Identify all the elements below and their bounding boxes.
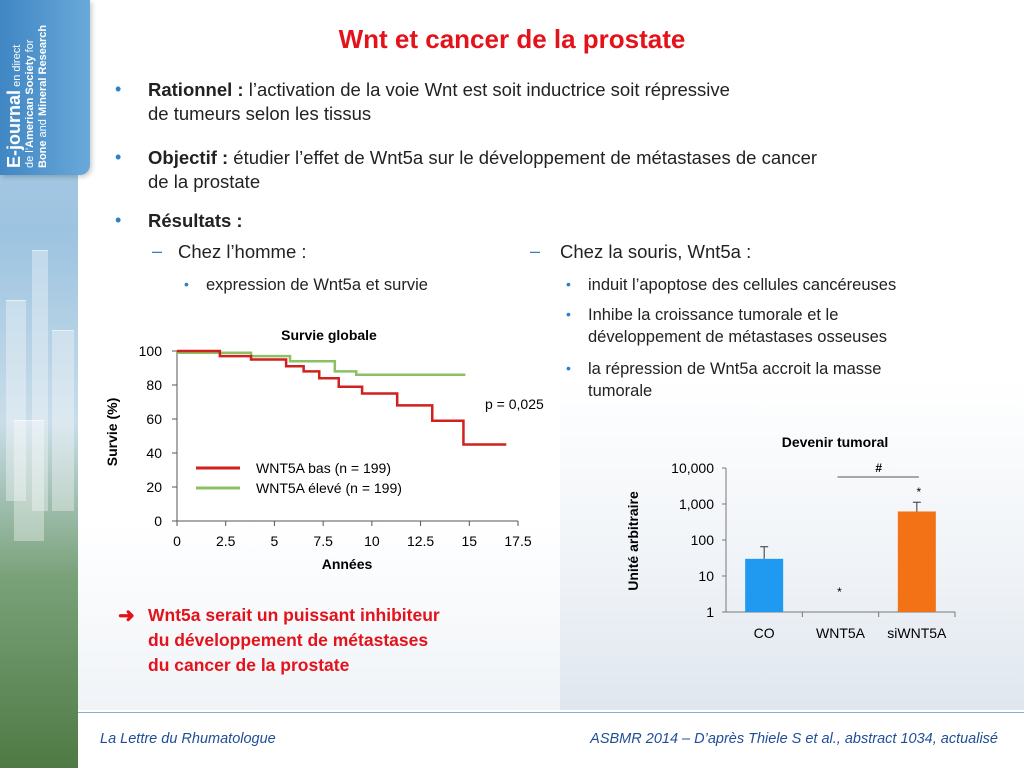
y-tick-label: 100 (691, 532, 715, 548)
rationnel-label: Rationnel : (148, 79, 244, 100)
footer-journal: La Lettre du Rhumatologue (100, 731, 276, 747)
y-tick-label: 40 (146, 445, 162, 461)
logo-de: de l’ (24, 147, 36, 168)
survival-chart: Survie globale Survie (%) Années 0 20 40 60… (104, 327, 544, 572)
bracket-marker: # (875, 461, 882, 475)
slide-title: Wnt et cancer de la prostate (338, 24, 686, 54)
tumor-bar-chart: Devenir tumoral Unité arbitraire 1 10 100 1… (625, 434, 956, 641)
souris-item-repression: la répression de Wnt5a accroit la masse … (588, 358, 881, 402)
category-label: siWNT5A (887, 625, 947, 641)
footer-source: ASBMR 2014 – D’après Thiele S et al., ab… (590, 731, 998, 747)
p-value-annotation: p = 0,025 (485, 396, 544, 412)
x-tick-label: 5 (271, 533, 279, 549)
conclusion-line: du développement de métastases (148, 630, 429, 650)
subbullet-dot-icon: • (566, 360, 571, 376)
souris-item-apoptose: induit l’apoptose des cellules cancéreus… (588, 274, 896, 296)
y-axis-label: Survie (%) (104, 398, 120, 466)
resultats-label: Résultats : (148, 210, 243, 231)
legend-label: WNT5A élevé (n = 199) (256, 480, 402, 496)
chart-title: Devenir tumoral (782, 434, 889, 450)
bullet-dot-icon: • (115, 210, 122, 230)
subbullet-dot-icon: • (566, 276, 571, 292)
bullet-resultats: Résultats : (148, 209, 243, 233)
x-tick-label: 12.5 (407, 533, 434, 549)
bar (897, 511, 936, 612)
background-fade-right (560, 380, 1024, 710)
homme-item: expression de Wnt5a et survie (206, 276, 428, 294)
arrow-right-icon: ➜ (118, 605, 135, 627)
y-tick-label: 60 (146, 411, 162, 427)
dash-icon: – (530, 241, 541, 261)
y-tick-label: 80 (146, 377, 162, 393)
bullet-rationnel: Rationnel : l’activation de la voie Wnt … (148, 78, 730, 126)
category-label: CO (754, 625, 775, 641)
logo-american-society: American Society (24, 55, 36, 148)
conclusion-line: du cancer de la prostate (148, 655, 350, 675)
y-axis-label: Unité arbitraire (625, 491, 641, 591)
conclusion-line: Wnt5a serait un puissant inhibiteur (148, 605, 440, 625)
rationnel-text-line2: de tumeurs selon les tissus (148, 103, 372, 124)
significance-star: * (916, 485, 921, 499)
bar (745, 558, 784, 612)
objectif-text-line2: de la prostate (148, 171, 261, 192)
y-tick-label: 20 (146, 479, 162, 495)
series-line (177, 351, 466, 377)
conclusion: Wnt5a serait un puissant inhibiteur du d… (148, 603, 528, 678)
logo-ejournal: E-journal (4, 89, 24, 168)
legend-label: WNT5A bas (n = 199) (256, 460, 391, 476)
y-tick-label: 10,000 (671, 460, 714, 476)
dash-icon: – (152, 241, 163, 261)
chart-title: Survie globale (281, 327, 377, 343)
souris-item-line: Inhibe la croissance tumorale et le (588, 306, 839, 324)
souris-item-croissance: Inhibe la croissance tumorale et le déve… (588, 304, 887, 348)
logo-bone: Bone (37, 140, 49, 169)
bullet-objectif: Objectif : étudier l’effet de Wnt5a sur … (148, 146, 817, 194)
objectif-label: Objectif : (148, 147, 229, 168)
y-tick-label: 10 (698, 568, 714, 584)
souris-item-line: tumorale (588, 382, 653, 400)
souris-item-line: la répression de Wnt5a accroit la masse (588, 360, 882, 378)
rationnel-text-line1: l’activation de la voie Wnt est soit ind… (243, 79, 730, 100)
significance-star: * (837, 585, 842, 599)
subbullet-dot-icon: • (184, 276, 189, 292)
souris-item-line: développement de métastases osseuses (588, 328, 888, 346)
x-tick-label: 15 (461, 533, 477, 549)
x-tick-label: 2.5 (216, 533, 236, 549)
bullet-dot-icon: • (115, 147, 122, 167)
background-fade-left (78, 520, 560, 710)
x-tick-label: 0 (173, 533, 181, 549)
y-tick-label: 0 (154, 513, 162, 529)
y-tick-label: 100 (139, 343, 163, 359)
x-tick-label: 17.5 (504, 533, 531, 549)
subbullet-dot-icon: • (566, 306, 571, 322)
y-tick-label: 1 (706, 604, 714, 620)
journal-logo-tab: E-journal en direct de l’American Societ… (0, 0, 90, 175)
x-tick-label: 7.5 (313, 533, 333, 549)
bullet-dot-icon: • (115, 79, 122, 99)
y-tick-label: 1,000 (679, 496, 714, 512)
footer-divider (78, 712, 1024, 713)
souris-label: Chez la souris, Wnt5a : (560, 241, 752, 262)
x-tick-label: 10 (364, 533, 380, 549)
objectif-text-line1: étudier l’effet de Wnt5a sur le développ… (228, 147, 818, 168)
homme-label: Chez l’homme : (178, 241, 307, 262)
category-label: WNT5A (816, 625, 866, 641)
logo-and: and (37, 116, 49, 141)
x-axis-label: Années (322, 556, 373, 572)
series-line (177, 349, 507, 446)
souris-item-line: induit l’apoptose des cellules cancéreus… (588, 276, 897, 294)
